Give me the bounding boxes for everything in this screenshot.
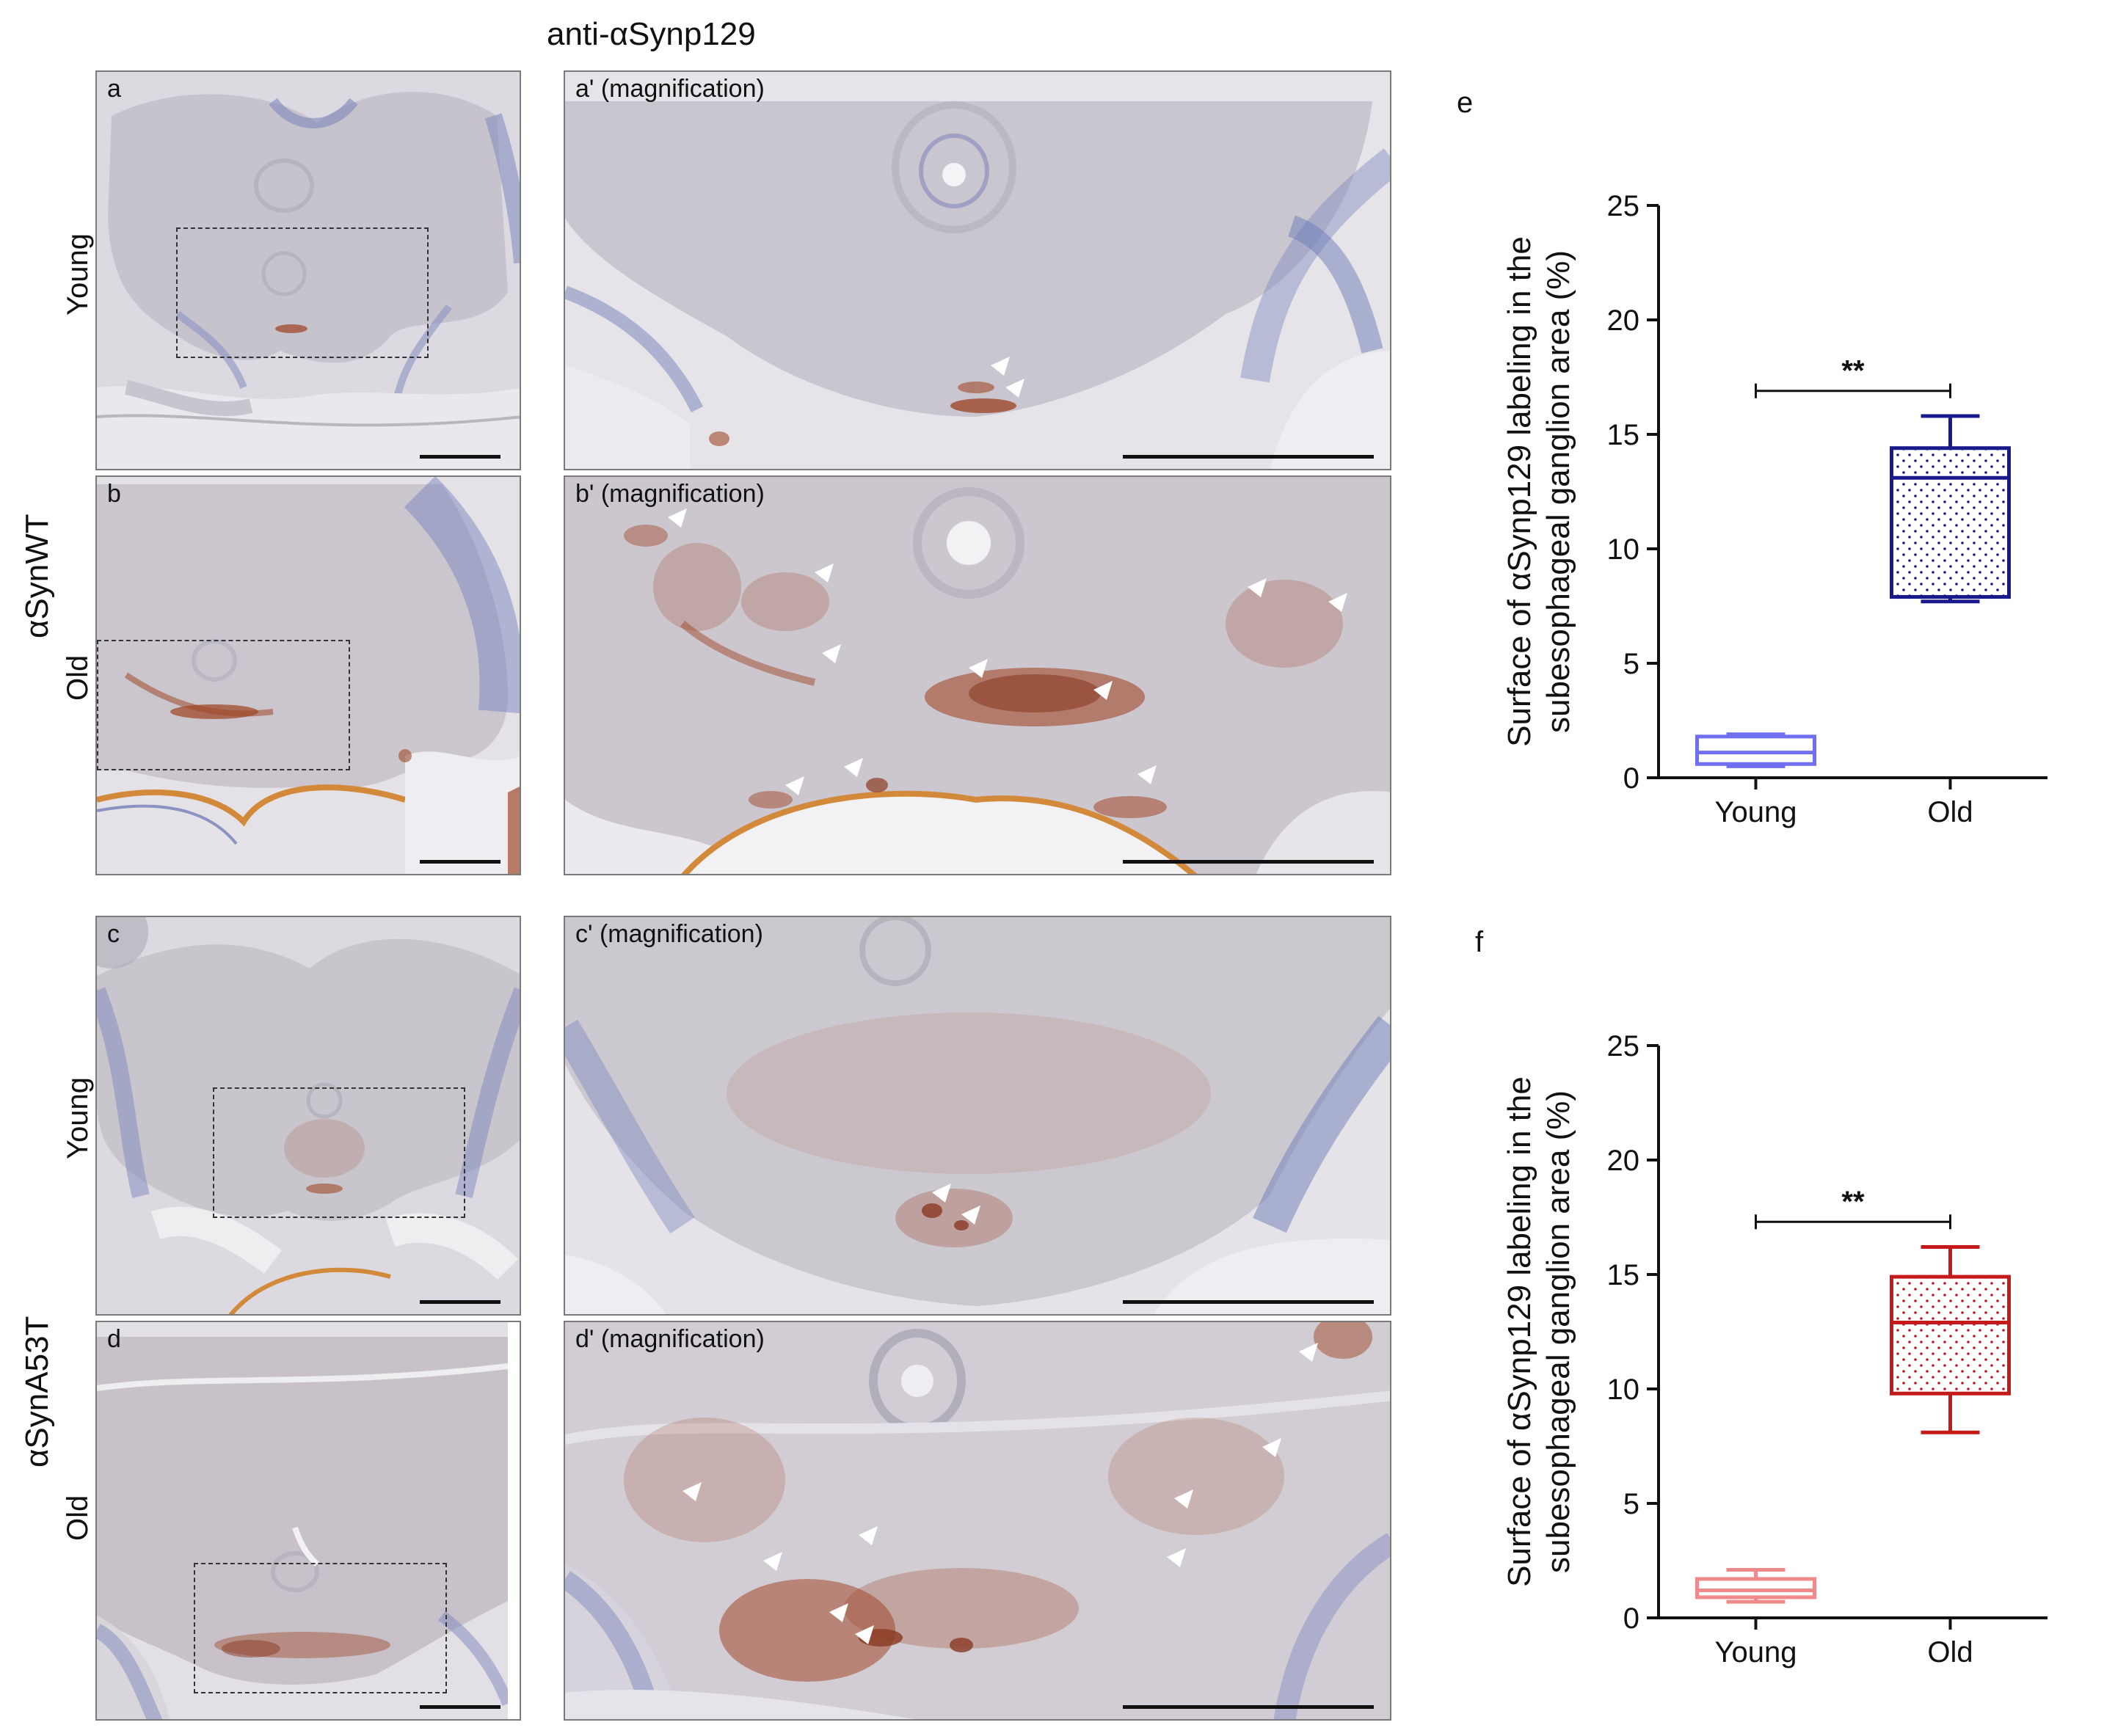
scale-bar-d-mag [1123, 1705, 1374, 1709]
panel-label-a-mag: a' (magnification) [575, 75, 765, 103]
micrograph-a: a [95, 70, 521, 470]
micrograph-d-mag: d' (magnification) [564, 1321, 1391, 1721]
panel-letter-e: e [1457, 87, 1474, 119]
inset-box-d [194, 1563, 447, 1693]
inset-box-a [176, 227, 429, 358]
row-label-a53t: αSynA53T [19, 1316, 55, 1467]
scale-bar-a [420, 455, 500, 459]
box-young [1695, 732, 1816, 768]
micrograph-d: d [95, 1321, 521, 1721]
y-tick-label: 20 [1607, 304, 1640, 337]
y-tick-label: 5 [1623, 1488, 1639, 1520]
y-axis-label-line2: subesophageal ganglion area (%) [1540, 250, 1576, 733]
panel-label-c-mag: c' (magnification) [575, 920, 763, 948]
x-tick-label: Old [1927, 1636, 1973, 1668]
scale-bar-c-mag [1123, 1300, 1374, 1304]
y-tick-label: 5 [1623, 648, 1639, 680]
micrograph-b-mag: b' (magnification) [564, 475, 1391, 875]
tissue-c-mag [565, 917, 1390, 1314]
scale-bar-a-mag [1123, 455, 1374, 459]
scale-bar-b-mag [1123, 860, 1374, 864]
y-tick-label: 15 [1607, 419, 1640, 451]
age-label-old-a53t: Old [62, 1495, 94, 1541]
tissue-d [97, 1322, 520, 1719]
y-tick-label: 25 [1607, 190, 1640, 222]
figure-title: anti-αSynp129 [547, 16, 756, 52]
panel-label-d-mag: d' (magnification) [575, 1325, 765, 1353]
panel-label-b-mag: b' (magnification) [575, 480, 765, 508]
tissue-b-mag [565, 477, 1390, 874]
tissue-c [97, 917, 520, 1314]
significance-label: ** [1841, 1186, 1865, 1218]
y-tick-label: 15 [1607, 1259, 1640, 1291]
boxplot-e: Surface of αSynp129 labeling in the subes… [1501, 190, 2047, 828]
y-axis-label-line1: Surface of αSynp129 labeling in the [1501, 236, 1537, 747]
scale-bar-c [420, 1300, 500, 1304]
panel-letter-f: f [1475, 926, 1484, 958]
panel-letter-b: b [107, 480, 121, 508]
box-iqr [1890, 1274, 2011, 1396]
y-tick-label: 25 [1607, 1030, 1640, 1062]
box-iqr [1695, 1577, 1816, 1600]
panel-letter-c: c [107, 920, 120, 948]
micrograph-a-mag: a' (magnification) [564, 70, 1391, 470]
box-old [1890, 1245, 2011, 1434]
tissue-b [97, 477, 520, 874]
box-iqr [1695, 734, 1816, 766]
box-young [1695, 1567, 1816, 1604]
significance-label: ** [1841, 355, 1865, 387]
tissue-d-mag [565, 1322, 1390, 1719]
micrograph-c-mag: c' (magnification) [564, 916, 1391, 1316]
y-tick-label: 10 [1607, 533, 1640, 566]
x-tick-label: Old [1927, 796, 1973, 828]
age-label-young-a53t: Young [62, 1077, 94, 1159]
y-axis-label-line1: Surface of αSynp129 labeling in the [1501, 1076, 1537, 1587]
age-label-old-wt: Old [62, 654, 94, 701]
inset-box-c [213, 1087, 465, 1218]
scale-bar-d [420, 1705, 500, 1709]
y-tick-label: 10 [1607, 1374, 1640, 1406]
tissue-a [97, 72, 520, 469]
y-tick-label: 20 [1607, 1145, 1640, 1177]
inset-box-b [97, 640, 350, 770]
tissue-a-mag [565, 72, 1390, 469]
micrograph-b: b [95, 475, 521, 875]
x-tick-label: Young [1715, 796, 1797, 828]
y-axis-label-line2: subesophageal ganglion area (%) [1540, 1090, 1576, 1573]
panel-letter-d: d [107, 1325, 121, 1353]
boxplot-f: Surface of αSynp129 labeling in the subes… [1501, 1030, 2047, 1668]
y-tick-label: 0 [1623, 1602, 1639, 1635]
box-iqr [1890, 446, 2011, 599]
scale-bar-b [420, 860, 500, 864]
x-tick-label: Young [1715, 1636, 1797, 1668]
panel-letter-a: a [107, 75, 121, 103]
y-tick-label: 0 [1623, 762, 1639, 795]
box-old [1890, 414, 2011, 604]
row-label-wt: αSynWT [19, 514, 55, 638]
age-label-young-wt: Young [62, 233, 94, 316]
micrograph-c: c [95, 916, 521, 1316]
